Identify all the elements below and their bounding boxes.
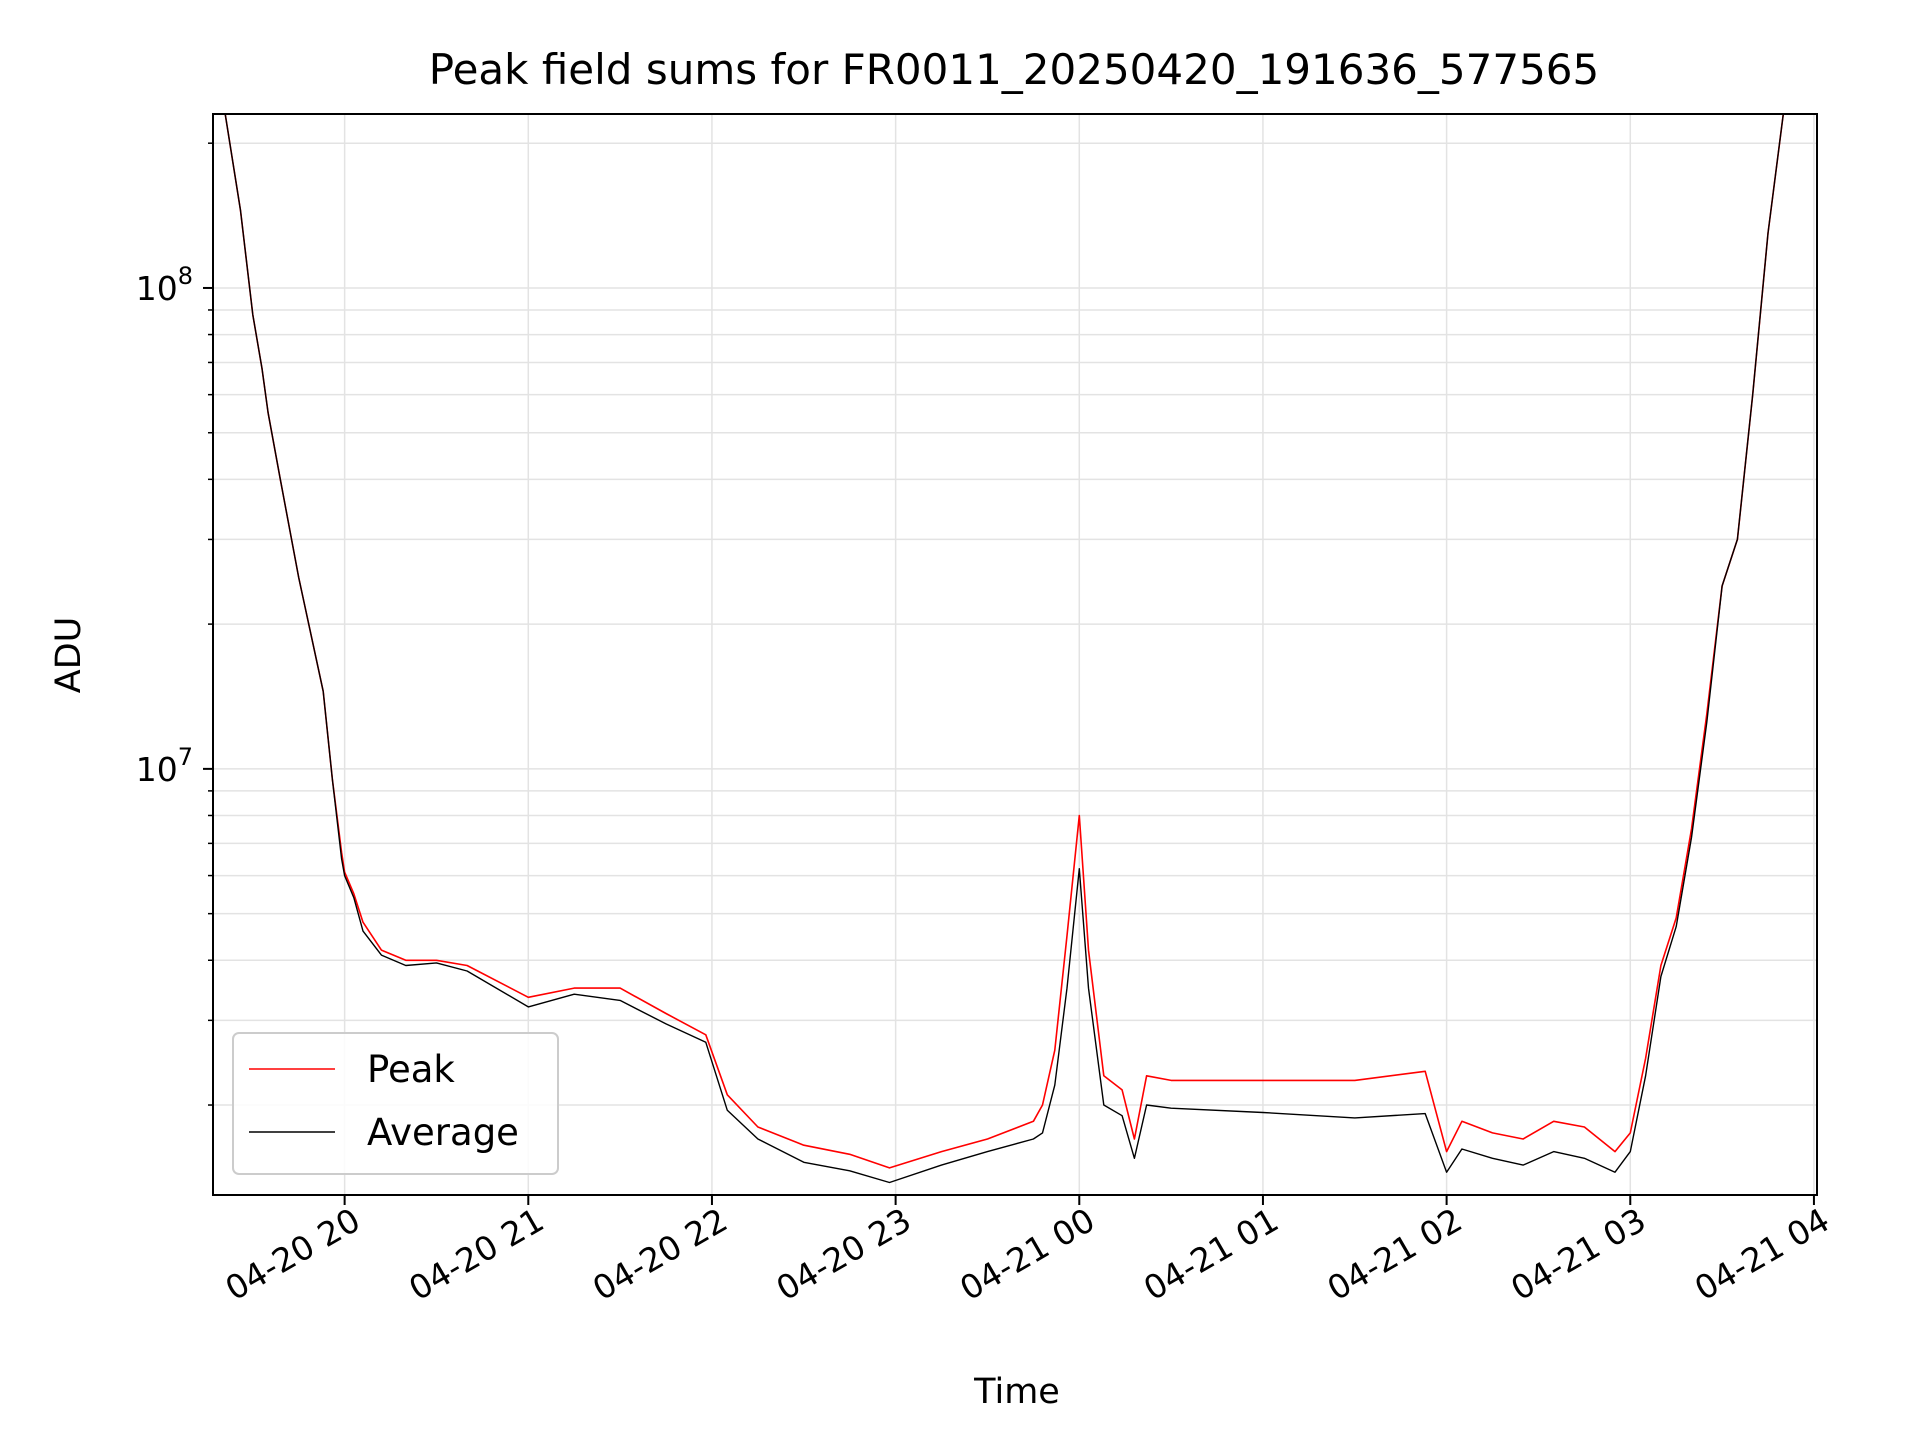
y-axis: 107 108: [136, 142, 213, 1106]
plot-frame: [212, 113, 1818, 1196]
legend-average-label: Average: [367, 1111, 519, 1154]
legend: Peak Average: [232, 1032, 559, 1175]
series-line-average: [224, 113, 1784, 1184]
chart-title: Peak field sums for FR0011_20250420_1916…: [429, 45, 1599, 94]
grid: [213, 114, 1817, 1195]
y-tick-label: 108: [136, 262, 193, 308]
legend-peak-label: Peak: [367, 1048, 455, 1091]
y-tick-label: 107: [136, 743, 193, 789]
x-axis-label: Time: [973, 1372, 1060, 1412]
y-axis-label: ADU: [49, 617, 89, 694]
series-lines: [224, 113, 1785, 1184]
